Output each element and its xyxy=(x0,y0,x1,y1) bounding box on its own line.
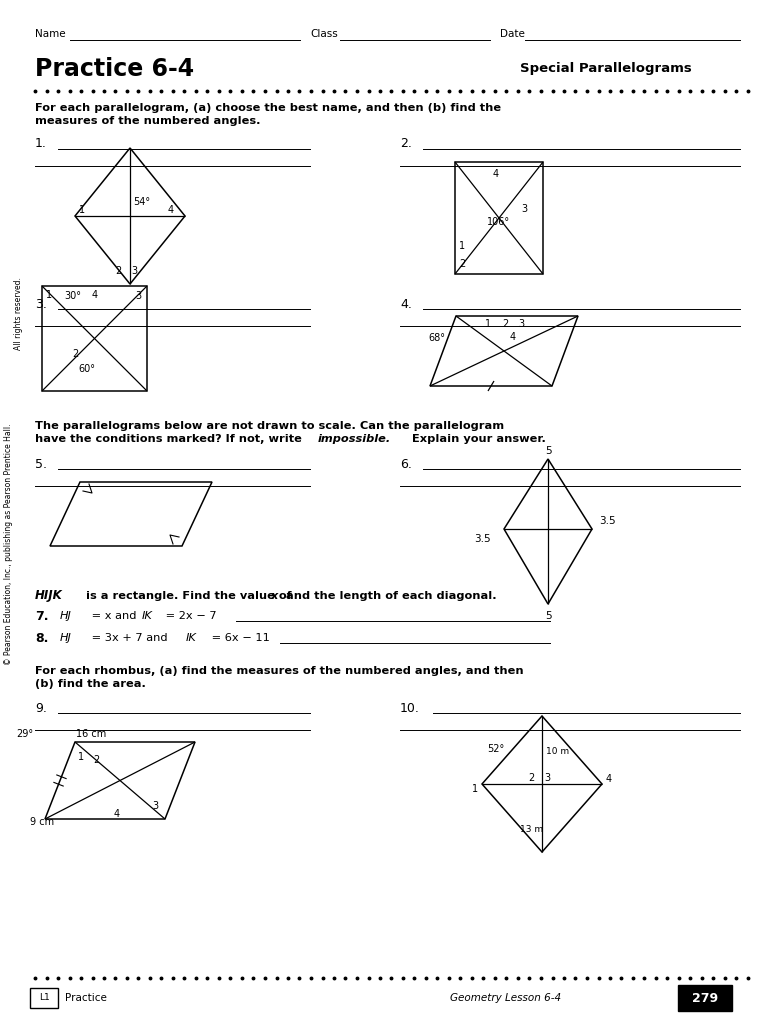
Text: 9.: 9. xyxy=(35,701,47,715)
Text: 2.: 2. xyxy=(400,137,412,151)
Text: 4: 4 xyxy=(114,809,120,819)
Text: 3.5: 3.5 xyxy=(599,516,615,526)
Text: 52°: 52° xyxy=(487,744,504,754)
Text: Practice 6-4: Practice 6-4 xyxy=(35,57,194,81)
Text: = 3x + 7 and: = 3x + 7 and xyxy=(88,633,171,643)
Text: HJ: HJ xyxy=(60,633,72,643)
Text: = 2x − 7: = 2x − 7 xyxy=(162,611,217,621)
Text: Date: Date xyxy=(500,29,525,39)
Text: 7.: 7. xyxy=(35,609,48,623)
Text: 2: 2 xyxy=(459,259,465,269)
Text: 3: 3 xyxy=(152,801,159,811)
Text: The parallelograms below are not drawn to scale. Can the parallelogram: The parallelograms below are not drawn t… xyxy=(35,421,504,431)
Text: 1: 1 xyxy=(485,319,491,329)
Text: 2: 2 xyxy=(502,319,508,329)
Text: 4: 4 xyxy=(168,205,174,215)
Text: All rights reserved.: All rights reserved. xyxy=(15,278,23,350)
Text: 1: 1 xyxy=(78,752,84,762)
Text: HJ: HJ xyxy=(60,611,72,621)
Text: Special Parallelograms: Special Parallelograms xyxy=(520,62,692,76)
Text: 29°: 29° xyxy=(16,729,33,739)
Text: For each rhombus, (a) find the measures of the numbered angles, and then: For each rhombus, (a) find the measures … xyxy=(35,666,524,676)
Text: L1: L1 xyxy=(39,993,50,1002)
Text: 3: 3 xyxy=(544,773,550,783)
Text: 5.: 5. xyxy=(35,458,47,470)
Text: 1: 1 xyxy=(46,290,52,300)
Text: © Pearson Education, Inc., publishing as Pearson Prentice Hall.: © Pearson Education, Inc., publishing as… xyxy=(5,423,13,665)
Text: 1: 1 xyxy=(79,205,85,215)
Text: 13 m: 13 m xyxy=(520,824,543,834)
Text: 3: 3 xyxy=(135,291,141,301)
Text: impossible.: impossible. xyxy=(318,434,392,444)
Text: and the length of each diagonal.: and the length of each diagonal. xyxy=(282,591,497,601)
Text: 1: 1 xyxy=(472,784,478,794)
Text: 5: 5 xyxy=(545,446,552,456)
Text: 2: 2 xyxy=(115,266,121,276)
Text: 3.: 3. xyxy=(35,298,47,310)
Text: IK: IK xyxy=(186,633,197,643)
Text: 9 cm: 9 cm xyxy=(30,817,54,827)
Text: measures of the numbered angles.: measures of the numbered angles. xyxy=(35,116,260,126)
Text: Class: Class xyxy=(310,29,338,39)
Text: x: x xyxy=(270,591,277,601)
Text: have the conditions marked? If not, write: have the conditions marked? If not, writ… xyxy=(35,434,306,444)
Text: 3: 3 xyxy=(521,204,527,214)
Text: (b) find the area.: (b) find the area. xyxy=(35,679,146,689)
Text: 10.: 10. xyxy=(400,701,420,715)
Text: For each parallelogram, (a) choose the best name, and then (b) find the: For each parallelogram, (a) choose the b… xyxy=(35,103,501,113)
Text: 4.: 4. xyxy=(400,298,412,310)
Text: 4: 4 xyxy=(92,290,98,300)
Text: is a rectangle. Find the value of: is a rectangle. Find the value of xyxy=(82,591,295,601)
Text: 2: 2 xyxy=(72,349,78,359)
Text: 106°: 106° xyxy=(487,217,510,227)
Text: Explain your answer.: Explain your answer. xyxy=(408,434,546,444)
Text: Name: Name xyxy=(35,29,65,39)
Text: 279: 279 xyxy=(692,991,718,1005)
Text: 10 m: 10 m xyxy=(546,748,569,757)
Text: HIJK: HIJK xyxy=(35,590,63,602)
Text: 3.5: 3.5 xyxy=(474,534,490,544)
Text: 6.: 6. xyxy=(400,458,412,470)
Bar xyxy=(678,985,732,1011)
Text: 3: 3 xyxy=(131,266,137,276)
Bar xyxy=(30,988,58,1008)
Text: 8.: 8. xyxy=(35,632,48,644)
Text: 1: 1 xyxy=(459,241,465,251)
Text: = 6x − 11: = 6x − 11 xyxy=(208,633,270,643)
Text: 4: 4 xyxy=(606,774,612,784)
Text: Geometry Lesson 6-4: Geometry Lesson 6-4 xyxy=(450,993,561,1002)
Text: 4: 4 xyxy=(510,332,516,342)
Text: 4: 4 xyxy=(493,169,499,179)
Text: 5: 5 xyxy=(545,611,552,621)
Text: 2: 2 xyxy=(528,773,535,783)
Text: 60°: 60° xyxy=(78,364,95,374)
Text: 30°: 30° xyxy=(64,291,81,301)
Text: 2: 2 xyxy=(93,755,99,765)
Text: 16 cm: 16 cm xyxy=(76,729,106,739)
Text: 3: 3 xyxy=(518,319,524,329)
Text: 68°: 68° xyxy=(428,333,445,343)
Text: Practice: Practice xyxy=(65,993,107,1002)
Text: IK: IK xyxy=(142,611,153,621)
Text: 54°: 54° xyxy=(133,197,150,207)
Text: = x and: = x and xyxy=(88,611,140,621)
Text: 1.: 1. xyxy=(35,137,47,151)
